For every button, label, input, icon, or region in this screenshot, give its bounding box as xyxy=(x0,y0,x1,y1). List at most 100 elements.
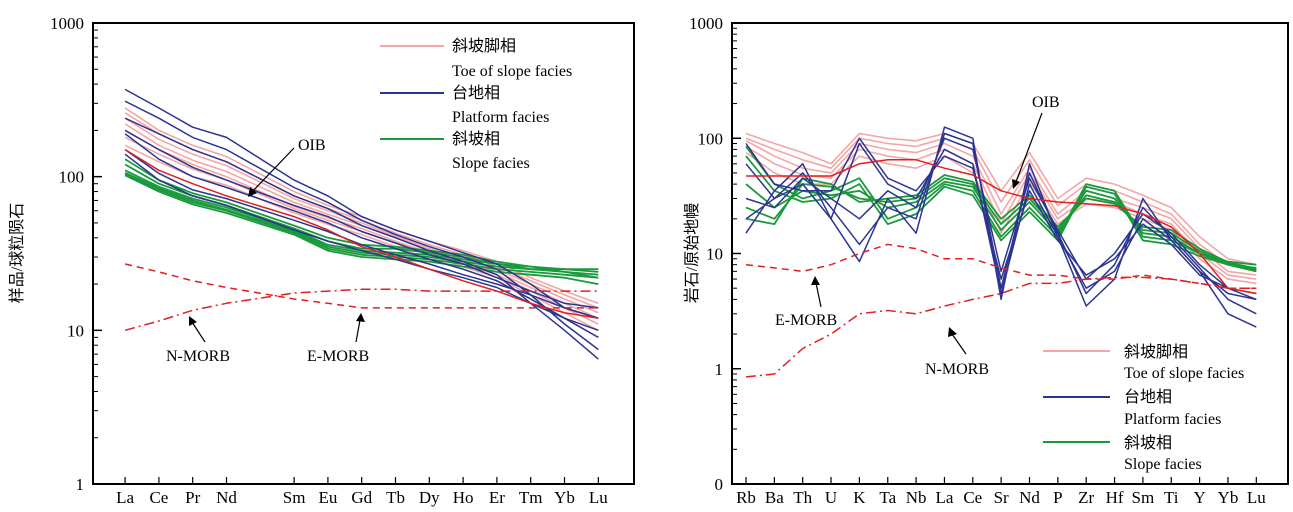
ree-oib-arrowhead xyxy=(248,187,257,197)
spider-e-morb-arrow xyxy=(815,282,822,308)
ree-legend-platform-en: Platform facies xyxy=(452,109,549,126)
ree-x-tick-label-dy: Dy xyxy=(419,488,440,507)
spider-series-toe-2 xyxy=(745,137,1257,273)
ree-y-tick-label: 10 xyxy=(67,321,84,340)
ree-x-tick-label-tm: Tm xyxy=(519,488,543,507)
ree-x-tick-label-ce: Ce xyxy=(149,488,168,507)
spider-oib-arrow xyxy=(1015,112,1043,183)
ree-legend: 斜坡脚相 Toe of slope facies 台地相 Platform fa… xyxy=(380,37,572,172)
ree-series-toe-3 xyxy=(124,117,599,314)
ree-n-morb-arrow xyxy=(191,321,206,343)
spider-x-tick-label-sm: Sm xyxy=(1132,488,1155,507)
ree-x-tick-label-yb: Yb xyxy=(554,488,575,507)
spider-x-tick-label-ba: Ba xyxy=(765,488,784,507)
spider-chart: 0 1 10 100 1000 Rb Ba Th U K Ta Nb La Ce Sr Nd P Zr Hf Sm T… xyxy=(683,14,1289,507)
ree-legend-slope-en: Slope facies xyxy=(452,155,530,172)
ree-series-slope-6 xyxy=(124,174,599,285)
ree-x-axis: La Ce Pr Nd Sm Eu Gd Tb Dy Ho Er Tm Yb Lu xyxy=(116,477,608,507)
spider-annotation-n-morb: N-MORB xyxy=(925,361,989,378)
spider-y-tick-label: 1000 xyxy=(689,14,723,33)
ree-legend-toe-zh: 斜坡脚相 xyxy=(452,37,516,55)
spider-n-morb-arrow xyxy=(951,333,967,355)
ree-annotation-oib: OIB xyxy=(298,137,326,154)
spider-series-slope-5 xyxy=(745,174,1257,270)
ree-legend-slope-zh: 斜坡相 xyxy=(452,130,500,148)
ree-series-slope-4 xyxy=(124,171,599,271)
spider-legend-platform-zh: 台地相 xyxy=(1124,388,1172,406)
ree-x-tick-label-er: Er xyxy=(489,488,505,507)
ree-series-slope-2 xyxy=(124,163,599,273)
spider-x-tick-label-la: La xyxy=(935,488,953,507)
ree-plot-frame xyxy=(92,22,635,485)
spider-x-tick-label-ti: Ti xyxy=(1164,488,1179,507)
spider-x-tick-label-k: K xyxy=(853,488,866,507)
spider-y-tick-label: 1 xyxy=(715,360,724,379)
ree-x-tick-label-tb: Tb xyxy=(386,488,405,507)
spider-series-group xyxy=(745,126,1257,378)
ree-annotations: OIB N-MORB E-MORB xyxy=(166,137,369,365)
ree-oib-arrow xyxy=(251,147,295,193)
ree-series-oib xyxy=(124,148,599,319)
spider-n-morb-arrowhead xyxy=(948,327,957,337)
spider-x-tick-label-y: Y xyxy=(1193,488,1205,507)
ree-annotation-n-morb: N-MORB xyxy=(166,348,230,365)
ree-y-axis-label: 样品/球粒陨石 xyxy=(8,203,26,303)
spider-series-platform-3 xyxy=(745,137,1257,301)
ree-x-tick-label-nd: Nd xyxy=(216,488,237,507)
spider-annotations: OIB E-MORB N-MORB xyxy=(775,94,1060,378)
spider-x-tick-label-ce: Ce xyxy=(963,488,982,507)
ree-x-tick-label-eu: Eu xyxy=(318,488,337,507)
ree-series-platform-5 xyxy=(124,133,599,339)
spider-series-oib xyxy=(746,159,1257,295)
spider-legend: 斜坡脚相 Toe of slope facies 台地相 Platform fa… xyxy=(1043,343,1244,473)
spider-x-axis: Rb Ba Th U K Ta Nb La Ce Sr Nd P Zr Hf Sm Ti Y Yb Lu xyxy=(736,477,1266,507)
spider-annotation-oib: OIB xyxy=(1032,94,1060,111)
ree-x-tick-label-pr: Pr xyxy=(185,488,200,507)
spider-series-platform-4 xyxy=(745,142,1257,301)
spider-series-e-morb xyxy=(745,243,1257,289)
spider-x-tick-label-hf: Hf xyxy=(1106,488,1124,507)
ree-series-platform-4 xyxy=(124,129,599,309)
spider-x-tick-label-u: U xyxy=(825,488,837,507)
ree-n-morb-arrowhead xyxy=(189,316,197,326)
spider-x-tick-label-th: Th xyxy=(793,488,812,507)
spider-e-morb-arrowhead xyxy=(811,276,820,285)
ree-y-tick-label: 100 xyxy=(59,168,85,187)
ree-x-tick-label-la: La xyxy=(116,488,134,507)
spider-oib-arrowhead xyxy=(1012,179,1020,189)
ree-y-tick-label: 1 xyxy=(76,475,85,494)
spider-y-tick-label: 10 xyxy=(706,245,723,264)
spider-series-platform-2 xyxy=(745,132,1257,315)
ree-y-tick-label: 1000 xyxy=(50,14,84,33)
spider-y-tick-label: 100 xyxy=(698,129,724,148)
spider-x-tick-label-sr: Sr xyxy=(994,488,1009,507)
spider-x-tick-label-nd: Nd xyxy=(1019,488,1040,507)
ree-x-tick-label-sm: Sm xyxy=(283,488,306,507)
spider-legend-toe-en: Toe of slope facies xyxy=(1124,365,1244,382)
ree-x-tick-label-gd: Gd xyxy=(351,488,372,507)
ree-series-platform-7 xyxy=(124,153,599,332)
ree-series-platform-3 xyxy=(124,117,599,360)
spider-series-slope-3 xyxy=(745,180,1257,273)
ree-series-platform-1 xyxy=(124,88,599,319)
spider-x-tick-label-lu: Lu xyxy=(1247,488,1266,507)
ree-y-axis: 1 10 100 1000 xyxy=(50,14,102,494)
spider-y-tick-label: 0 xyxy=(715,475,724,494)
ree-series-group xyxy=(124,88,599,360)
spider-legend-slope-zh: 斜坡相 xyxy=(1124,434,1172,452)
spider-y-axis: 0 1 10 100 1000 xyxy=(689,14,741,494)
ree-legend-toe-en: Toe of slope facies xyxy=(452,63,572,80)
spider-series-slope-2 xyxy=(745,155,1257,269)
ree-series-platform-6 xyxy=(124,148,599,319)
ree-series-n-morb xyxy=(124,288,599,332)
spider-x-tick-label-rb: Rb xyxy=(736,488,756,507)
ree-x-tick-label-ho: Ho xyxy=(453,488,474,507)
spider-x-tick-label-nb: Nb xyxy=(906,488,927,507)
spider-series-platform-5 xyxy=(745,137,1257,295)
ree-x-tick-label-lu: Lu xyxy=(589,488,608,507)
spider-y-axis-label: 岩石/原始地幔 xyxy=(683,203,701,303)
ree-e-morb-arrowhead xyxy=(356,313,365,322)
spider-series-toe-3 xyxy=(745,140,1257,276)
